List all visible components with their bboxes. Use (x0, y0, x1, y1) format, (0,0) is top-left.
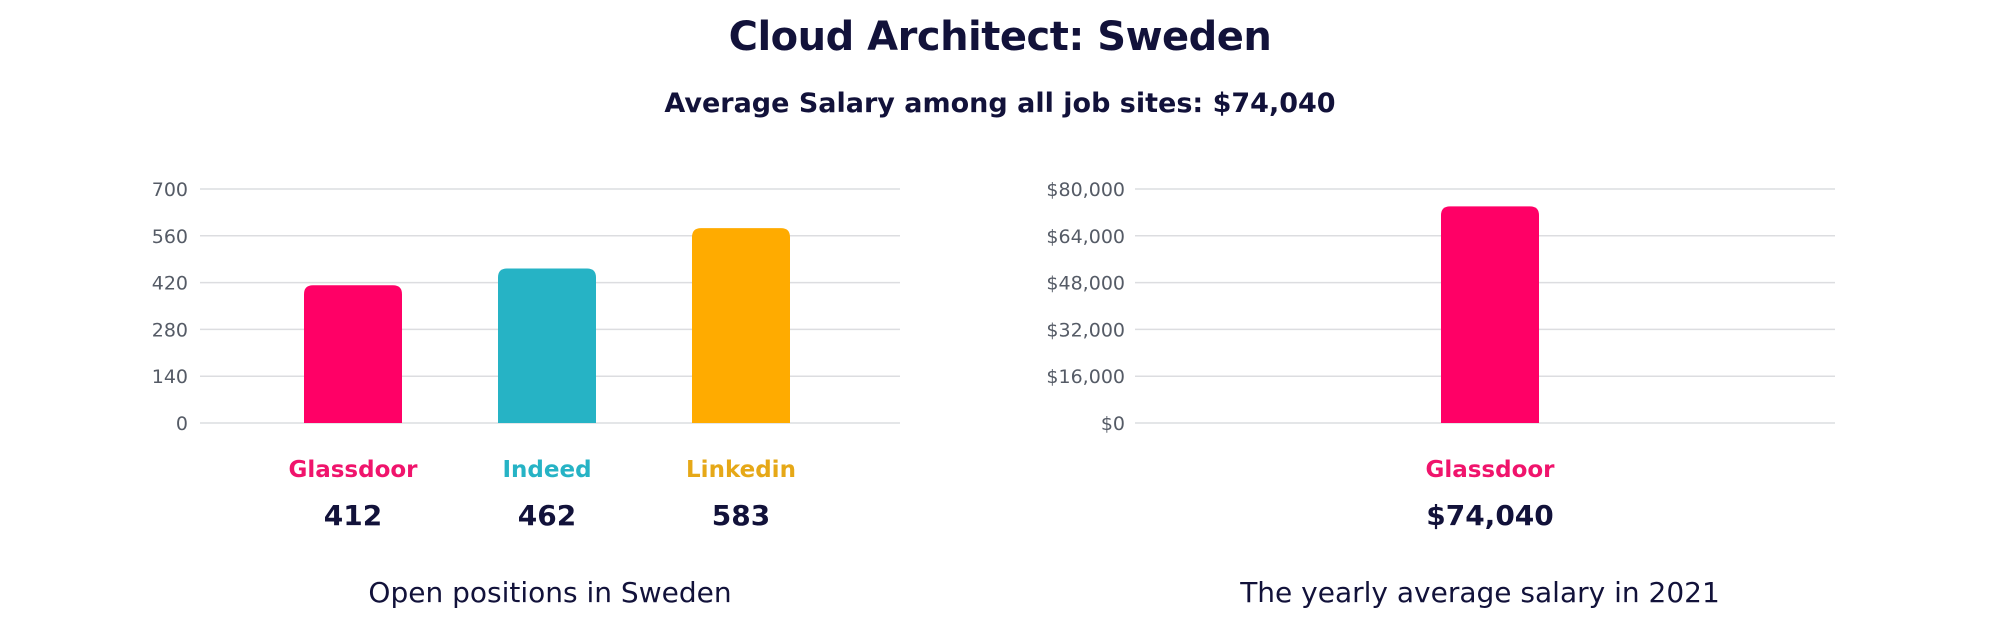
category-label: Glassdoor (288, 457, 418, 483)
bar-linkedin (692, 228, 790, 423)
y-tick-label: $0 (1101, 413, 1125, 435)
open-positions-chart: 0 140 280 420 560 700 Glassdoor 412 Indeed 462 Lin… (152, 179, 900, 532)
category-label: Glassdoor (1425, 457, 1555, 483)
open-positions-caption: Open positions in Sweden (368, 576, 732, 609)
y-tick-label: 700 (152, 179, 188, 201)
average-salary-chart: $0 $16,000 $32,000 $48,000 $64,000 $80,000 Gla… (1046, 179, 1835, 532)
bar-indeed (498, 268, 596, 423)
value-label: 462 (518, 499, 576, 532)
page-title: Cloud Architect: Sweden (728, 14, 1272, 60)
page-subtitle: Average Salary among all job sites: $74,… (664, 88, 1336, 119)
y-tick-label: 420 (152, 273, 188, 295)
y-tick-label: $64,000 (1046, 226, 1125, 248)
value-label: 412 (324, 499, 382, 532)
value-label: 583 (712, 499, 770, 532)
y-tick-label: $48,000 (1046, 273, 1125, 295)
y-tick-label: $16,000 (1046, 366, 1125, 388)
y-tick-label: $80,000 (1046, 179, 1125, 201)
category-label: Linkedin (686, 457, 796, 483)
y-tick-label: 280 (152, 319, 188, 341)
value-label: $74,040 (1426, 499, 1554, 532)
category-label: Indeed (502, 457, 591, 483)
bar-glassdoor (1441, 206, 1539, 423)
y-tick-label: 140 (152, 366, 188, 388)
average-salary-caption: The yearly average salary in 2021 (1240, 576, 1720, 609)
y-tick-label: 560 (152, 226, 188, 248)
bar-glassdoor (304, 285, 402, 423)
y-tick-label: 0 (176, 413, 188, 435)
y-tick-label: $32,000 (1046, 319, 1125, 341)
